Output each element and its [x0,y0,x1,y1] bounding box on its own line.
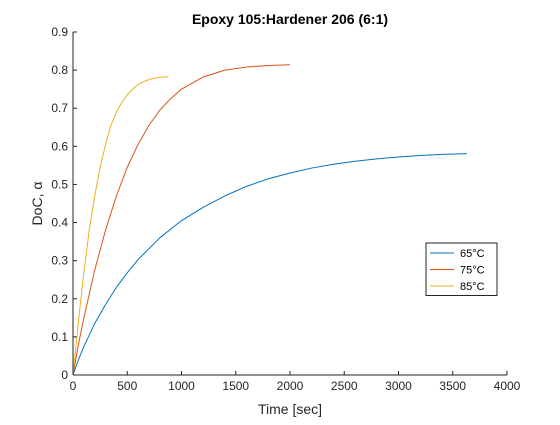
legend-label-2: 85°C [460,281,485,293]
chart-title: Epoxy 105:Hardener 206 (6:1) [192,11,388,27]
legend-label-0: 65°C [460,248,485,260]
x-tick-label: 3000 [385,379,412,393]
x-tick-label: 4000 [494,379,521,393]
legend: 65°C 75°C 85°C [425,242,498,296]
x-tick-label: 2000 [277,379,304,393]
y-axis-label: DoC, α [29,182,45,226]
x-tick-label: 0 [70,379,77,393]
series-line-0 [72,153,467,376]
y-tick-label: 0.1 [51,330,68,344]
x-tick-label: 1000 [168,379,195,393]
x-tick-label: 3500 [439,379,466,393]
y-tick-label: 0.2 [51,292,68,306]
series-layer [72,64,467,376]
legend-label-1: 75°C [460,265,485,277]
y-tick-label: 0.3 [51,254,68,268]
ticks-layer: 0 500 1000 1500 2000 2500 3000 3500 4000 0 0.1 0.2 0… [51,25,520,393]
x-tick-label: 2500 [331,379,358,393]
x-axis-label: Time [sec] [258,401,322,417]
y-tick-label: 0.6 [51,139,68,153]
y-tick-label: 0 [61,368,68,382]
y-tick-label: 0.9 [51,25,68,39]
plot-area [73,32,507,375]
y-tick-label: 0.8 [51,63,68,77]
y-tick-label: 0.7 [51,101,68,115]
series-line-1 [72,64,291,376]
y-tick-label: 0.5 [51,177,68,191]
series-line-2 [72,76,169,376]
x-tick-label: 500 [117,379,137,393]
y-tick-label: 0.4 [51,216,68,230]
x-tick-label: 1500 [222,379,249,393]
